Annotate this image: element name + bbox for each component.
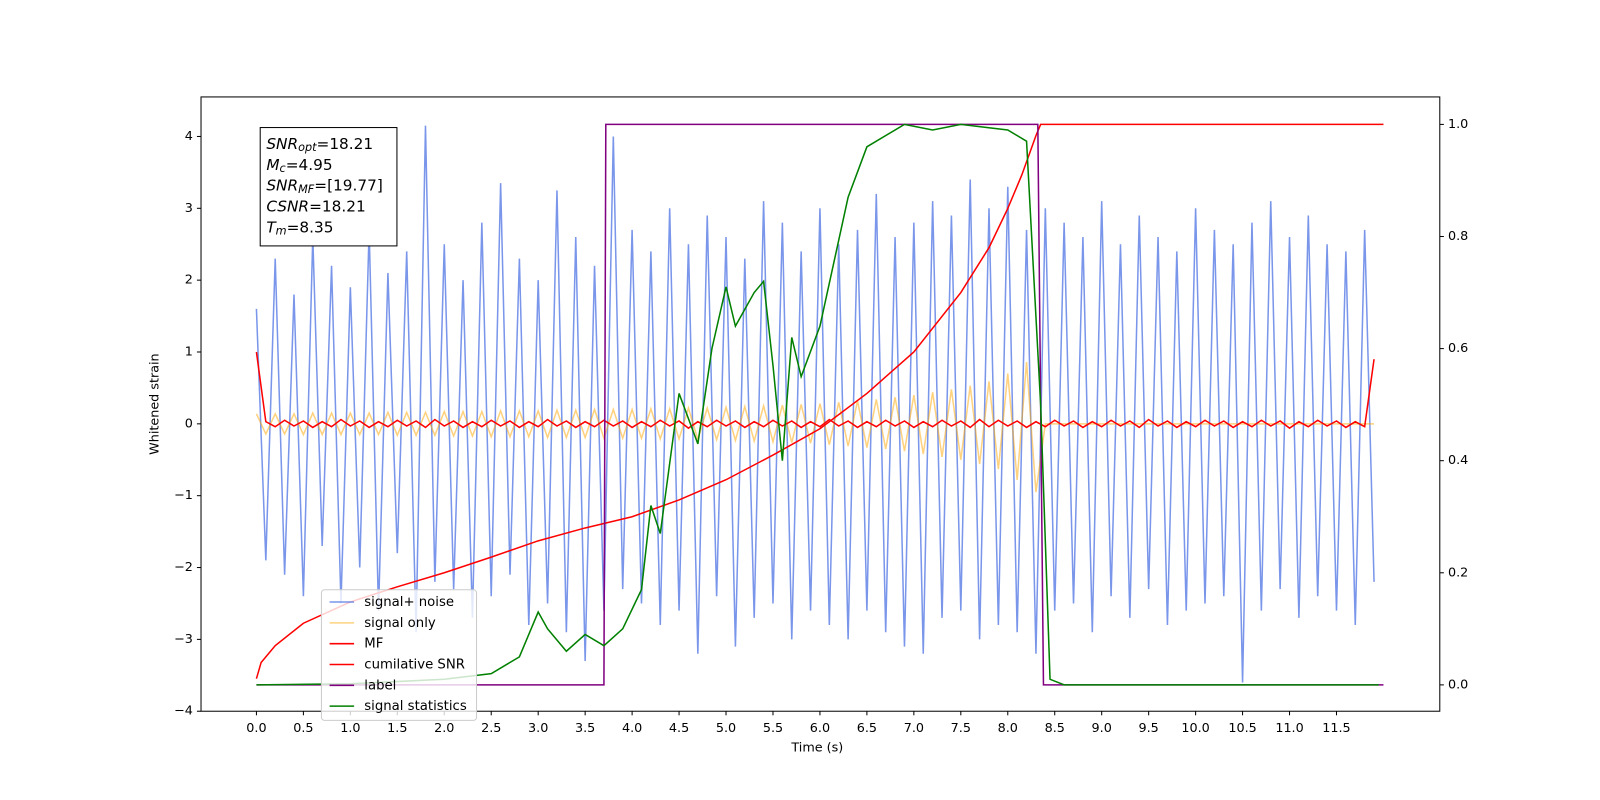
- annotation-sub: MF: [298, 183, 315, 196]
- y-tick-label: −4: [174, 704, 193, 719]
- x-tick-label: 11.5: [1322, 721, 1350, 736]
- annotation-line: CSNR=18.21: [266, 197, 365, 215]
- y2-tick-label: 0.4: [1448, 453, 1468, 468]
- y2-tick-label: 1.0: [1448, 117, 1468, 132]
- axes-frame: [200, 96, 1441, 712]
- x-tick-label: 8.0: [998, 721, 1018, 736]
- annotation-sub: opt: [298, 141, 317, 154]
- annotation-line: SNRopt=18.21: [266, 134, 373, 154]
- annotation-line: Mc=4.95: [266, 155, 332, 175]
- annotation-line: Tm=8.35: [266, 218, 333, 238]
- annotation-value: =[19.77]: [314, 176, 383, 194]
- x-tick-label: 6.5: [857, 721, 877, 736]
- annotation-value: =4.95: [286, 155, 333, 173]
- series-line: [256, 123, 1379, 686]
- annotation-name: T: [266, 218, 277, 236]
- legend-label: signal statistics: [364, 699, 467, 714]
- annotation-value: =8.35: [287, 218, 334, 236]
- x-tick-label: 3.0: [528, 721, 548, 736]
- x-tick-label: 3.5: [575, 721, 595, 736]
- x-tick-label: 0.5: [293, 721, 313, 736]
- annotation-sub: c: [280, 162, 287, 175]
- x-tick-label: 10.5: [1228, 721, 1256, 736]
- y-tick-label: 4: [185, 129, 193, 144]
- x-tick-label: 5.0: [716, 721, 736, 736]
- x-tick-label: 10.0: [1181, 721, 1209, 736]
- x-tick-label: 6.0: [810, 721, 830, 736]
- x-tick-label: 0.0: [246, 721, 266, 736]
- legend-label: label: [364, 678, 396, 693]
- x-tick-label: 2.0: [434, 721, 454, 736]
- y-axis-label: Whitened strain: [148, 353, 163, 454]
- y-tick-label: −3: [174, 632, 193, 647]
- legend-label: signal+ noise: [364, 595, 454, 610]
- y-tick-label: 1: [185, 344, 193, 359]
- legend-label: signal only: [364, 616, 436, 631]
- annotation-name: M: [266, 155, 279, 173]
- x-tick-label: 1.5: [387, 721, 407, 736]
- x-tick-label: 11.0: [1275, 721, 1303, 736]
- x-tick-label: 9.0: [1092, 721, 1112, 736]
- x-tick-label: 7.0: [904, 721, 924, 736]
- annotation-name: SNR: [266, 134, 298, 152]
- legend-label: MF: [364, 637, 383, 652]
- x-tick-label: 8.5: [1045, 721, 1065, 736]
- x-axis-label: Time (s): [790, 740, 843, 755]
- x-tick-label: 5.5: [763, 721, 783, 736]
- y-tick-label: 2: [185, 273, 193, 288]
- x-tick-label: 4.5: [669, 721, 689, 736]
- annotation-box: [259, 127, 398, 247]
- annotation-value: =18.21: [309, 197, 366, 215]
- y2-tick-label: 0.0: [1448, 677, 1468, 692]
- annotation-name: CSNR: [266, 197, 309, 215]
- x-tick-label: 9.5: [1139, 721, 1159, 736]
- y-tick-label: 0: [185, 416, 193, 431]
- y-tick-label: −1: [174, 488, 193, 503]
- x-tick-label: 2.5: [481, 721, 501, 736]
- annotation-value: =18.21: [317, 134, 374, 152]
- y2-tick-label: 0.8: [1448, 229, 1468, 244]
- x-tick-label: 7.5: [951, 721, 971, 736]
- annotation-name: SNR: [266, 176, 298, 194]
- x-tick-label: 1.0: [340, 721, 360, 736]
- y2-tick-label: 0.2: [1448, 565, 1468, 580]
- y-tick-label: −2: [174, 560, 193, 575]
- annotation-line: SNRMF=[19.77]: [266, 176, 382, 196]
- y2-tick-label: 0.6: [1448, 341, 1468, 356]
- y-tick-label: 3: [185, 201, 193, 216]
- legend-box: [320, 589, 478, 721]
- series-line: [255, 125, 1375, 683]
- annotation-sub: m: [276, 225, 287, 238]
- series-line: [255, 351, 1375, 430]
- x-tick-label: 4.0: [622, 721, 642, 736]
- legend-label: cumilative SNR: [364, 657, 465, 672]
